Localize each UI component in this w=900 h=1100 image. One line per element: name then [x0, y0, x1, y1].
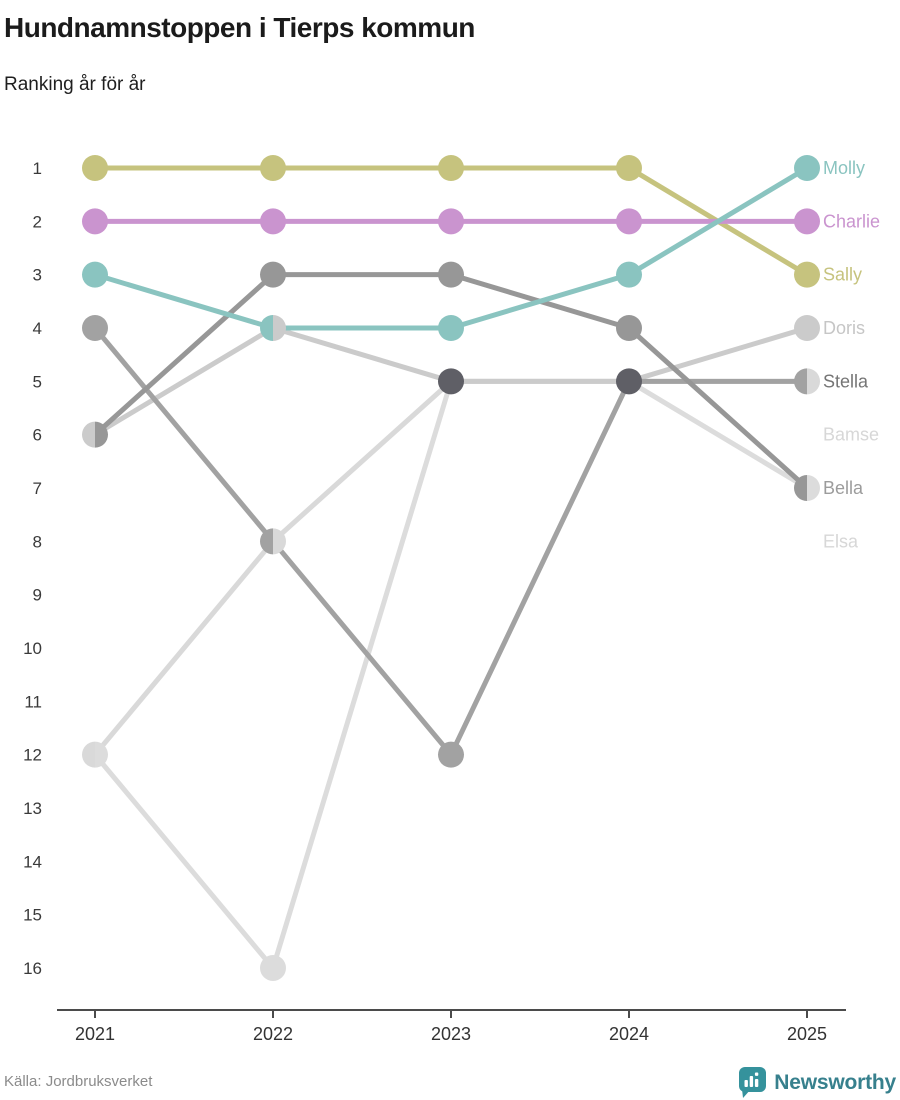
point-sally-2023	[438, 155, 464, 181]
x-axis-label-2023: 2023	[431, 1024, 471, 1044]
rank-tick-label: 12	[23, 746, 42, 765]
series-label-elsa: Elsa	[823, 531, 859, 551]
series-label-charlie: Charlie	[823, 211, 880, 231]
point-stella-2023	[438, 741, 464, 768]
rank-tick-label: 4	[33, 319, 42, 338]
point-sally-2025	[794, 261, 820, 288]
point-molly-2024	[616, 261, 642, 288]
x-axis-label-2022: 2022	[253, 1024, 293, 1044]
rank-tick-label: 2	[33, 212, 42, 231]
point-multi-tie-2023	[438, 368, 464, 395]
point-tie-bamse-2022	[273, 528, 286, 555]
rank-tick-label: 15	[23, 906, 42, 925]
point-molly-2025	[794, 155, 820, 181]
page-subtitle: Ranking år för år	[4, 74, 146, 95]
rank-tick-label: 16	[23, 959, 42, 978]
point-doris-2025	[794, 314, 820, 341]
series-line-bamse	[92, 378, 810, 758]
series-label-bella: Bella	[823, 478, 864, 498]
rank-tick-label: 8	[33, 532, 42, 551]
x-axis-label-2024: 2024	[609, 1024, 649, 1044]
point-sally-2022	[260, 155, 286, 181]
x-axis-label-2025: 2025	[787, 1024, 827, 1044]
point-charlie-2022	[260, 208, 286, 235]
point-charlie-2024	[616, 208, 642, 235]
newsworthy-bubble-icon	[739, 1067, 767, 1098]
point-molly-2021	[82, 261, 108, 288]
newsworthy-logo[interactable]: Newsworthy	[738, 1066, 896, 1099]
point-charlie-2025	[794, 208, 820, 235]
x-axis-label-2021: 2021	[75, 1024, 115, 1044]
rank-tick-label: 3	[33, 266, 42, 285]
point-tie-doris-2021	[82, 421, 95, 448]
series-line-molly	[92, 165, 810, 331]
point-tie-elsa-2025	[807, 474, 821, 501]
series-label-doris: Doris	[823, 318, 865, 338]
point-sally-2024	[616, 155, 642, 181]
source-note: Källa: Jordbruksverket	[4, 1073, 153, 1090]
rank-tick-label: 9	[33, 586, 42, 605]
rank-tick-label: 14	[23, 852, 42, 871]
point-tie-stella-2025	[794, 368, 807, 395]
point-charlie-2023	[438, 208, 464, 235]
point-bella-2023	[438, 261, 464, 288]
point-molly-2023	[438, 314, 464, 341]
point-tie-bamse-2025	[807, 368, 821, 395]
point-tie-bella-2021	[95, 421, 108, 448]
bump-chart: 12345678910111213141516MollyCharlieSally…	[23, 155, 880, 1044]
point-tie-bamse-2021	[82, 741, 95, 768]
series-label-stella: Stella	[823, 371, 869, 391]
rank-tick-label: 10	[23, 639, 42, 658]
point-tie-stella-2022	[260, 528, 273, 555]
series-label-sally: Sally	[823, 265, 862, 285]
point-bella-2022	[260, 261, 286, 288]
newsworthy-wordmark: Newsworthy	[774, 1070, 896, 1094]
series-label-molly: Molly	[823, 158, 865, 178]
rank-tick-label: 1	[33, 159, 42, 178]
page-title: Hundnamnstoppen i Tierps kommun	[4, 12, 475, 43]
point-multi-tie-2024	[616, 368, 642, 395]
point-bella-2024	[616, 314, 642, 341]
point-tie-elsa-2021	[95, 741, 108, 768]
point-tie-bella-2025	[794, 474, 807, 501]
rank-tick-label: 5	[33, 372, 42, 391]
rank-tick-label: 6	[33, 426, 42, 445]
point-sally-2021	[82, 155, 108, 181]
rank-tick-label: 13	[23, 799, 42, 818]
point-tie-molly-2022	[260, 314, 273, 341]
point-tie-doris-2022	[273, 314, 286, 341]
point-charlie-2021	[82, 208, 108, 235]
point-elsa-2022	[260, 954, 286, 981]
rank-tick-label: 7	[33, 479, 42, 498]
series-label-bamse: Bamse	[823, 425, 879, 445]
point-stella-2021	[82, 314, 108, 341]
rank-tick-label: 11	[24, 692, 42, 711]
series-line-elsa	[92, 378, 810, 971]
